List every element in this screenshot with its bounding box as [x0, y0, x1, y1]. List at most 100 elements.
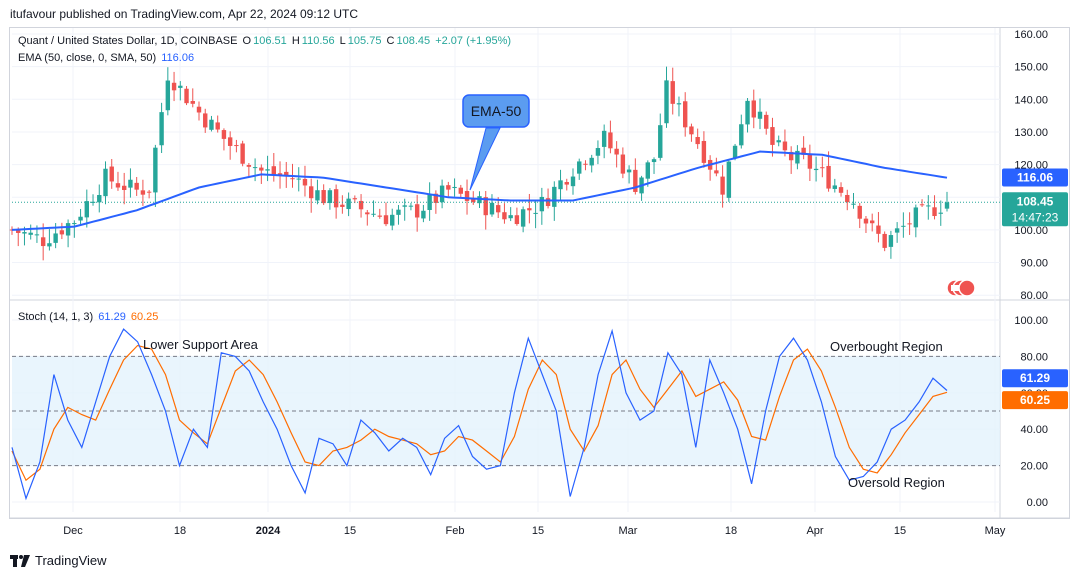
candle-body: [439, 185, 445, 203]
candle-body: [333, 189, 339, 208]
footer: TradingView: [10, 553, 107, 568]
candle-body: [464, 191, 470, 201]
ema-legend: EMA (50, close, 0, SMA, 50) 116.06: [18, 52, 196, 64]
candle-body: [65, 223, 71, 236]
ema-price-tag-text: 116.06: [1017, 170, 1053, 184]
candle-body: [938, 212, 943, 214]
stoch-d-value: 60.25: [130, 311, 159, 323]
candle-body: [72, 223, 77, 225]
candle-body: [589, 157, 594, 166]
stoch-tick-label: 80.00: [1020, 351, 1048, 363]
candle-body: [770, 127, 775, 145]
candle-body: [701, 140, 707, 163]
ema-label: EMA (50, close, 0, SMA, 50): [18, 52, 157, 64]
candle-body: [452, 186, 457, 189]
candle-body: [28, 232, 33, 235]
last-price-text: 108.45: [1017, 194, 1054, 208]
candle-body: [876, 225, 881, 234]
candle-body: [489, 202, 495, 215]
candle-body: [321, 190, 326, 204]
candle-body: [851, 203, 856, 205]
candle-body: [882, 233, 887, 248]
last-price-tag-bg: [1002, 192, 1068, 227]
candle-body: [857, 205, 862, 219]
candle-body: [47, 243, 52, 247]
stoch-band: [12, 355, 1000, 467]
price-tick-label: 80.00: [1020, 290, 1048, 302]
candle-body: [838, 187, 844, 193]
candle-body: [832, 185, 837, 189]
price-tick-label: 140.00: [1014, 94, 1048, 106]
published-header: itufavour published on TradingView.com, …: [10, 7, 358, 21]
candle-body: [203, 113, 208, 128]
candle-body: [165, 80, 171, 111]
candle-body: [913, 207, 919, 228]
candle-body: [103, 168, 108, 197]
price-legend: Quant / United States Dollar, 1D, COINBA…: [18, 35, 512, 47]
candle-body: [352, 198, 358, 200]
candle-body: [739, 124, 744, 146]
candles: [9, 66, 1000, 261]
footer-brand: TradingView: [35, 553, 107, 568]
time-tick-label: 15: [532, 525, 544, 537]
candle-body: [122, 185, 127, 190]
stoch-tick-label: 0.00: [1027, 497, 1048, 509]
candle-body: [340, 204, 345, 207]
last-price-tag: 108.45 14:47:23: [1002, 192, 1068, 227]
stoch-d-tag: 60.25: [1002, 391, 1068, 410]
candle-body: [533, 212, 538, 214]
candle-body: [290, 178, 295, 180]
candle-body: [820, 167, 825, 169]
candle-body: [626, 169, 632, 173]
candle-body: [601, 130, 607, 147]
candle-body: [670, 81, 675, 104]
candle-body: [595, 148, 601, 156]
candle-body: [284, 171, 289, 176]
candle-body: [545, 198, 551, 207]
candle-body: [863, 218, 869, 224]
candle-body: [502, 212, 507, 220]
stoch-k-tag-bg: [1002, 369, 1068, 388]
candle-body: [539, 196, 545, 212]
candle-body: [433, 193, 439, 203]
candle-body: [84, 201, 89, 218]
candle-body: [801, 147, 806, 155]
stoch-lines: [11, 328, 948, 501]
candle-body: [234, 145, 239, 147]
candle-body: [726, 161, 732, 198]
flag-icon-circle: [958, 279, 976, 297]
candle-body: [446, 185, 451, 190]
candle-body: [658, 125, 663, 158]
time-tick-label: 15: [344, 525, 356, 537]
candle-body: [259, 167, 264, 171]
candle-body: [583, 163, 588, 165]
time-tick-label: 18: [174, 525, 186, 537]
time-tick-label: May: [985, 525, 1006, 537]
stoch-d-tag-bg: [1002, 391, 1068, 410]
candle-body: [209, 119, 214, 130]
candle-body: [134, 182, 139, 190]
tradingview-logo-icon: [10, 554, 30, 567]
candle-body: [371, 213, 376, 215]
candle-body: [9, 229, 15, 231]
candle-body: [894, 228, 900, 233]
candle-body: [901, 225, 906, 227]
stoch-k-value: 61.29: [98, 311, 126, 323]
candle-body: [346, 198, 351, 210]
candle-body: [633, 169, 638, 192]
candle-body: [159, 112, 164, 146]
candle-body: [146, 191, 152, 193]
price-tick-label: 160.00: [1014, 29, 1048, 41]
price-tick-label: 150.00: [1014, 62, 1048, 74]
candle-body: [907, 223, 912, 225]
candle-body: [109, 166, 114, 182]
candle-body: [651, 159, 657, 163]
candle-body: [153, 147, 158, 193]
stoch-d-tag-text: 60.25: [1020, 393, 1050, 407]
stoch-label: Stoch (14, 1, 3): [18, 311, 94, 323]
candle-body: [745, 100, 750, 125]
candle-body: [919, 204, 925, 206]
ema-50-callout: EMA-50: [462, 94, 530, 191]
candle-body: [807, 153, 813, 169]
